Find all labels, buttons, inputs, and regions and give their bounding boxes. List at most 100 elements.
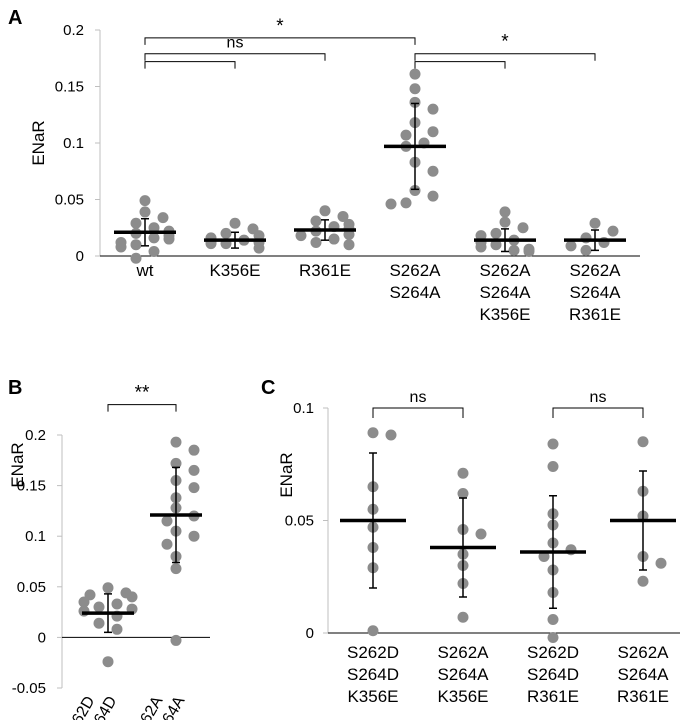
y-tick-label: 0 — [38, 629, 46, 646]
significance-label: * — [501, 32, 509, 53]
panel-c: C ENaR 0 0.05 0.1 S262D S264D K356E S262A S264A… — [261, 377, 680, 706]
data-point — [475, 241, 487, 253]
category-label: S264A — [389, 283, 441, 302]
significance-label: ns — [410, 389, 427, 406]
category-label: S264D — [347, 665, 399, 684]
data-point — [655, 557, 667, 569]
significance-bracket — [372, 407, 464, 418]
data-point — [457, 488, 469, 499]
data-point — [589, 217, 601, 229]
data-point — [188, 530, 200, 542]
data-point — [508, 244, 520, 256]
data-point — [139, 195, 151, 207]
data-point — [295, 230, 307, 242]
panel-c-letter: C — [261, 377, 275, 399]
data-point — [457, 611, 469, 623]
data-point — [427, 190, 439, 202]
data-point — [580, 244, 592, 256]
data-point — [475, 528, 487, 540]
data-point — [328, 233, 340, 245]
data-point — [409, 83, 421, 95]
data-point — [547, 461, 559, 472]
data-point — [130, 252, 142, 264]
data-point — [367, 625, 379, 637]
data-point — [188, 482, 200, 494]
data-point — [385, 429, 397, 441]
data-point — [148, 232, 160, 244]
category-label: S262A — [389, 261, 441, 280]
y-tick-label: 0.05 — [17, 579, 46, 596]
data-point — [337, 210, 349, 222]
category-label: wt — [136, 261, 154, 280]
category-label: K356E — [347, 687, 398, 706]
significance-label: ns — [590, 389, 607, 406]
data-point — [130, 217, 142, 229]
data-point — [102, 582, 114, 594]
data-point — [102, 656, 114, 668]
panel-c-plot: 0 0.05 0.1 S262D S264D K356E S262A S264A K356E S2… — [285, 389, 680, 706]
data-point — [161, 515, 173, 527]
data-point — [409, 184, 421, 196]
data-point — [310, 236, 322, 248]
data-point — [607, 225, 619, 237]
y-tick-label: 0 — [306, 625, 314, 642]
data-point — [427, 103, 439, 115]
data-point — [457, 467, 469, 479]
data-point — [170, 563, 182, 575]
data-point — [310, 215, 322, 227]
data-point — [637, 436, 649, 448]
data-point — [111, 598, 123, 610]
data-point — [148, 245, 160, 257]
panel-b-letter: B — [8, 377, 22, 399]
data-point — [115, 241, 127, 253]
data-point — [170, 436, 182, 448]
y-tick-label: -0.05 — [12, 680, 46, 697]
data-point — [565, 240, 577, 252]
significance-bracket — [144, 61, 236, 69]
category-label: S262D — [527, 643, 579, 662]
data-point — [517, 222, 529, 234]
category-label: R361E — [527, 687, 579, 706]
panel-a-ylabel: ENaR — [29, 120, 48, 165]
data-point — [126, 591, 138, 603]
significance-label: ns — [227, 35, 244, 52]
data-point — [229, 217, 241, 229]
significance-bracket — [107, 404, 177, 412]
category-label: S264A — [479, 283, 531, 302]
data-point — [637, 575, 649, 587]
data-point — [490, 239, 502, 251]
category-label: S264D — [527, 665, 579, 684]
data-point — [188, 464, 200, 476]
category-label: K356E — [437, 687, 488, 706]
y-tick-label: 0.1 — [25, 528, 46, 545]
data-point — [343, 229, 355, 241]
category-label: K356E — [479, 305, 530, 324]
data-point — [427, 126, 439, 138]
data-point — [78, 605, 90, 617]
data-point — [547, 614, 559, 625]
data-point — [170, 457, 182, 469]
data-point — [253, 242, 265, 254]
panel-c-ylabel: ENaR — [277, 452, 296, 497]
y-tick-label: 0.05 — [55, 192, 84, 209]
category-label: S262A — [617, 643, 669, 662]
data-point — [343, 239, 355, 251]
category-label: S264A — [617, 665, 669, 684]
data-point — [220, 227, 232, 239]
category-label: S262A — [569, 261, 621, 280]
data-point — [163, 233, 175, 245]
y-tick-label: 0.15 — [55, 79, 84, 96]
data-point — [188, 444, 200, 456]
data-point — [161, 538, 173, 550]
data-point — [385, 198, 397, 210]
y-tick-label: 0.05 — [285, 513, 314, 530]
data-point — [157, 212, 169, 224]
significance-label: ** — [135, 383, 150, 404]
data-point — [523, 245, 535, 257]
data-point — [490, 227, 502, 239]
data-point — [78, 596, 90, 608]
y-tick-label: 0.2 — [63, 22, 84, 39]
data-point — [400, 129, 412, 141]
